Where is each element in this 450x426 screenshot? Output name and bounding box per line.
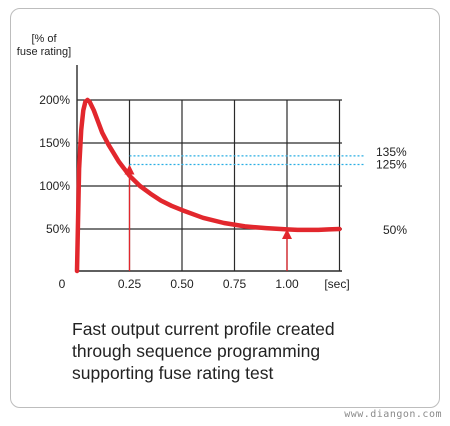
caption-line-2: through sequence programming (72, 341, 321, 361)
x-tick-label: 0.75 (223, 277, 247, 291)
caption-line-3: supporting fuse rating test (72, 363, 274, 383)
y-tick-label: 200% (39, 93, 70, 107)
right-value-label: 50% (383, 223, 407, 237)
x-tick-label: 0 (59, 277, 66, 291)
y-tick-label: 150% (39, 136, 70, 150)
y-axis-label: [% of (31, 33, 57, 45)
y-tick-label: 50% (46, 222, 70, 236)
watermark: www.diangon.com (344, 409, 442, 420)
series-line (74, 97, 342, 274)
x-tick-label: 1.00 (275, 277, 299, 291)
x-axis-label: [sec] (324, 277, 349, 291)
reference-label: 125% (376, 158, 407, 172)
fuse-rating-chart: 135%125% 50% 100% 150% 200% 0 0.25 0.50 0.75 1.00… (17, 33, 408, 291)
reference-label: 135% (376, 145, 407, 159)
y-axis-label: fuse rating] (17, 46, 71, 58)
x-tick-label: 0.25 (118, 277, 142, 291)
y-tick-label: 100% (39, 179, 70, 193)
figure-frame (10, 8, 440, 408)
x-tick-label: 0.50 (170, 277, 194, 291)
figure-caption: Fast output current profile created thro… (72, 318, 412, 384)
marker-arrowhead (282, 229, 292, 239)
caption-line-1: Fast output current profile created (72, 319, 335, 339)
